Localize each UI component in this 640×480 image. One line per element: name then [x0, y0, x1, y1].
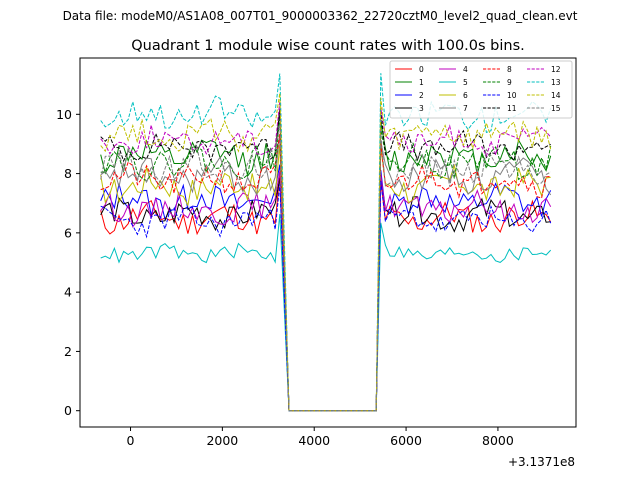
legend-item-10: 10	[483, 91, 517, 100]
legend-item-7: 7	[439, 104, 468, 113]
legend-label: 1	[419, 78, 424, 87]
legend-label: 0	[419, 65, 424, 74]
y-tick-label: 6	[64, 225, 72, 240]
y-tick-label: 8	[64, 166, 72, 181]
suptitle: Data file: modeM0/AS1A08_007T01_90000033…	[63, 9, 578, 23]
legend-item-0: 0	[395, 65, 424, 74]
legend-item-5: 5	[439, 78, 468, 87]
legend-label: 5	[463, 78, 468, 87]
y-tick-label: 0	[64, 403, 72, 418]
legend-label: 10	[507, 91, 517, 100]
legend-label: 3	[419, 104, 424, 113]
legend-label: 13	[551, 78, 561, 87]
legend-item-11: 11	[483, 104, 517, 113]
legend-item-13: 13	[527, 78, 561, 87]
plot-area	[100, 73, 552, 412]
legend-label: 14	[551, 91, 561, 100]
y-tick-label: 10	[56, 107, 72, 122]
legend-label: 8	[507, 65, 512, 74]
x-tick-label: 6000	[390, 433, 422, 448]
y-tick-label: 2	[64, 344, 72, 359]
legend-item-2: 2	[395, 91, 424, 100]
legend-item-8: 8	[483, 65, 512, 74]
legend-item-6: 6	[439, 91, 468, 100]
chart-title: Quadrant 1 module wise count rates with …	[131, 38, 525, 54]
legend-label: 12	[551, 65, 561, 74]
legend-box	[389, 60, 573, 119]
legend-item-12: 12	[527, 65, 561, 74]
legend-label: 15	[551, 104, 561, 113]
legend-label: 4	[463, 65, 468, 74]
x-tick-label: 2000	[206, 433, 238, 448]
y-tick-label: 4	[64, 285, 72, 300]
x-tick-label: 8000	[482, 433, 514, 448]
legend-label: 6	[463, 91, 468, 100]
legend-item-3: 3	[395, 104, 424, 113]
legend-item-4: 4	[439, 65, 468, 74]
legend-label: 11	[507, 104, 517, 113]
legend-item-14: 14	[527, 91, 561, 100]
axes-frame	[79, 57, 577, 428]
series-line-15	[100, 124, 551, 412]
legend-label: 7	[463, 104, 468, 113]
legend-label: 9	[507, 78, 512, 87]
legend-item-1: 1	[395, 78, 424, 87]
legend-item-9: 9	[483, 78, 512, 87]
x-tick-label: 4000	[298, 433, 330, 448]
x-tick-label: 0	[127, 433, 135, 448]
legend-label: 2	[419, 91, 424, 100]
x-offset-label: +3.1371e8	[508, 455, 575, 469]
legend-item-15: 15	[527, 104, 561, 113]
